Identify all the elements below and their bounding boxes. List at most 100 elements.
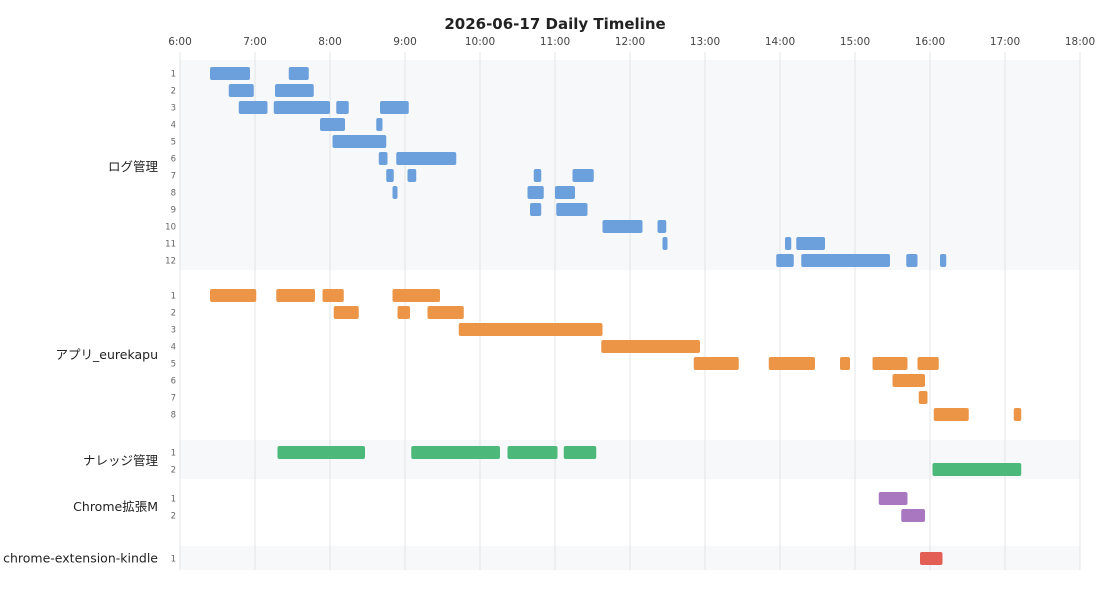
row-label: 1: [171, 555, 176, 565]
activity-bar: [940, 254, 947, 267]
x-tick-label: 9:00: [393, 36, 417, 48]
row-label: 3: [171, 326, 176, 336]
row-label: 5: [171, 138, 176, 148]
row-label: 4: [171, 121, 176, 131]
group-label: ログ管理: [108, 159, 159, 174]
activity-bar: [332, 135, 387, 148]
activity-bar: [796, 237, 825, 250]
row-label: 1: [171, 70, 176, 80]
activity-bar: [693, 357, 739, 370]
activity-bar: [277, 446, 365, 459]
activity-bar: [840, 357, 850, 370]
x-tick-label: 14:00: [765, 36, 795, 48]
activity-bar: [507, 446, 558, 459]
row-label: 1: [171, 292, 176, 302]
activity-bar: [276, 289, 315, 302]
row-label: 5: [171, 360, 176, 370]
activity-bar: [411, 446, 500, 459]
activity-bar: [210, 67, 250, 80]
activity-bar: [397, 306, 410, 319]
activity-bar: [380, 101, 409, 114]
activity-bar: [917, 357, 939, 370]
activity-bar: [1013, 408, 1022, 421]
row-label: 6: [171, 377, 176, 387]
activity-bar: [336, 101, 349, 114]
x-tick-label: 15:00: [840, 36, 870, 48]
row-label: 3: [171, 104, 176, 114]
activity-bar: [533, 169, 542, 182]
activity-bar: [288, 67, 309, 80]
row-label: 2: [171, 466, 176, 476]
x-tick-label: 12:00: [615, 36, 645, 48]
row-label: 10: [165, 223, 176, 233]
activity-bar: [322, 289, 344, 302]
row-label: 9: [171, 206, 176, 216]
x-tick-label: 16:00: [915, 36, 945, 48]
activity-bar: [933, 408, 969, 421]
row-label: 7: [171, 172, 176, 182]
activity-bar: [768, 357, 815, 370]
group-label: chrome-extension-kindle: [3, 551, 158, 566]
activity-bar: [918, 391, 928, 404]
activity-bar: [932, 463, 1022, 476]
activity-bar: [407, 169, 417, 182]
activity-bar: [878, 492, 908, 505]
activity-bar: [572, 169, 594, 182]
chart-title: 2026-06-17 Daily Timeline: [444, 15, 665, 33]
activity-bar: [273, 101, 330, 114]
group-label: Chrome拡張M: [73, 499, 158, 514]
x-tick-label: 6:00: [168, 36, 192, 48]
activity-bar: [920, 552, 943, 565]
group-label: アプリ_eurekapu: [56, 347, 158, 362]
activity-bar: [458, 323, 603, 336]
x-tick-label: 10:00: [465, 36, 495, 48]
row-label: 1: [171, 449, 176, 459]
activity-bar: [602, 220, 643, 233]
x-tick-label: 17:00: [990, 36, 1020, 48]
row-label: 11: [165, 240, 176, 250]
activity-bar: [386, 169, 394, 182]
x-tick-label: 8:00: [318, 36, 342, 48]
row-label: 2: [171, 512, 176, 522]
row-label: 2: [171, 87, 176, 97]
activity-bar: [378, 152, 388, 165]
x-axis-ticks: 6:00 7:00 8:00 9:00 10:00 11:00 12:00 13:00 14:0…: [168, 36, 1095, 48]
activity-bar: [556, 203, 588, 216]
x-tick-label: 18:00: [1065, 36, 1095, 48]
activity-bar: [901, 509, 925, 522]
activity-bar: [892, 374, 925, 387]
row-label: 8: [171, 189, 176, 199]
x-tick-label: 11:00: [540, 36, 570, 48]
group-label: ナレッジ管理: [83, 453, 159, 468]
activity-bar: [530, 203, 542, 216]
activity-bar: [228, 84, 254, 97]
row-label: 1: [171, 495, 176, 505]
activity-bar: [555, 186, 575, 199]
activity-bar: [392, 289, 440, 302]
activity-bar: [333, 306, 359, 319]
activity-bar: [427, 306, 464, 319]
activity-bar: [657, 220, 667, 233]
activity-bar: [392, 186, 398, 199]
x-tick-label: 13:00: [690, 36, 720, 48]
row-labels: ログ管理123456789101112アプリ_eurekapu12345678ナ…: [3, 70, 176, 566]
activity-bar: [662, 237, 668, 250]
x-tick-label: 7:00: [243, 36, 267, 48]
activity-bar: [801, 254, 890, 267]
row-label: 12: [165, 257, 176, 267]
activity-bar: [376, 118, 383, 131]
activity-bar: [776, 254, 794, 267]
activity-bar: [320, 118, 345, 131]
activity-bar: [872, 357, 908, 370]
activity-bar: [785, 237, 792, 250]
activity-bar: [527, 186, 544, 199]
row-label: 8: [171, 411, 176, 421]
row-label: 6: [171, 155, 176, 165]
row-label: 4: [171, 343, 176, 353]
activity-bar: [563, 446, 597, 459]
activity-bar: [601, 340, 700, 353]
activity-bar: [210, 289, 257, 302]
activity-bar: [275, 84, 314, 97]
activity-bars: [210, 67, 1022, 565]
activity-bar: [238, 101, 268, 114]
